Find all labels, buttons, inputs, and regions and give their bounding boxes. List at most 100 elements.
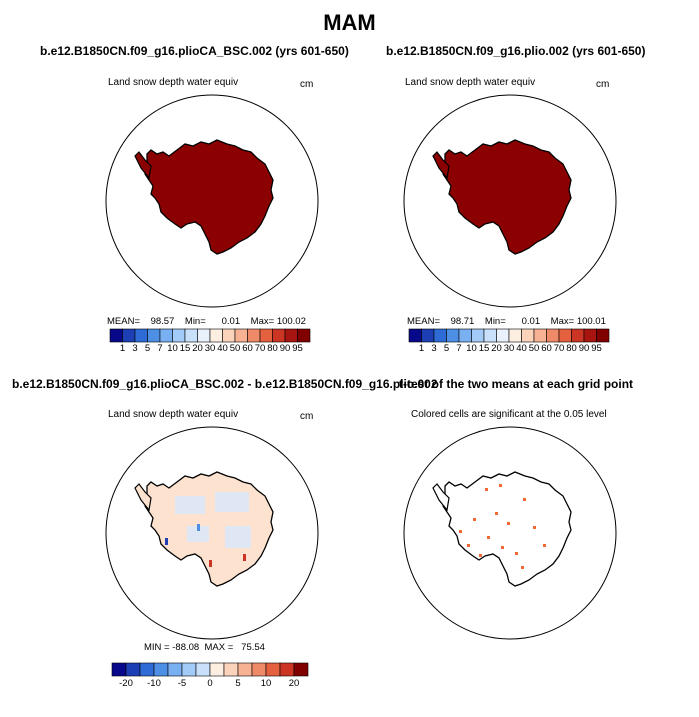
colorbar-swatch [153, 662, 169, 677]
colorbar-tick-label: 40 [217, 343, 228, 354]
figure-title: MAM [323, 10, 376, 35]
max-value: 100.02 [276, 316, 306, 327]
mean-value: 98.57 [150, 316, 175, 327]
colorbar-swatch [533, 328, 547, 343]
colorbar-swatch [446, 328, 460, 343]
colorbar-tick-label: 5 [443, 343, 450, 354]
panel-1-subtitle: Land snow depth water equiv [108, 77, 239, 88]
colorbar-tick-label: -5 [177, 678, 187, 689]
colorbar-swatch [546, 328, 560, 343]
panel-3-units: cm [300, 411, 314, 422]
colorbar-tick-label: 70 [254, 343, 266, 354]
colorbar-tick-label: 7 [456, 343, 462, 354]
colorbar-tick-label: 60 [541, 343, 552, 354]
significant-cell [473, 518, 476, 521]
colorbar-tick-label: -20 [119, 678, 133, 689]
colorbar-tick-label: 80 [566, 343, 577, 354]
colorbar-tick-label: 95 [591, 343, 602, 354]
panel-2-title: b.e12.B1850CN.f09_g16.plio.002 (yrs 601-… [386, 44, 646, 58]
negative-diff-region [215, 492, 249, 512]
colorbar-swatch [265, 662, 281, 677]
colorbar-swatch [109, 328, 123, 343]
colorbar-tick-label: 1 [119, 343, 126, 354]
colorbar-swatch [111, 662, 127, 677]
colorbar-tick-label: 20 [192, 343, 203, 354]
significant-cell [495, 512, 498, 515]
colorbar-tick-label: 50 [528, 343, 540, 354]
colorbar-swatch [458, 328, 472, 343]
colorbar-swatch [571, 328, 585, 343]
panel-2-units: cm [596, 79, 610, 90]
antarctica-landmass [432, 471, 572, 587]
colorbar-tick-label: 30 [204, 343, 216, 354]
min-label: Min= [484, 316, 506, 327]
colorbar-tick-label: 30 [503, 343, 515, 354]
significant-cell [507, 522, 510, 525]
peninsula-shape [134, 151, 152, 180]
colorbar-tick-label: -10 [147, 678, 161, 689]
anomaly-cell [209, 560, 212, 567]
colorbar-tick-label: 70 [553, 343, 565, 354]
panel-2-colorbar-ticks: 1 3 5 7 10 15 20 30 40 50 60 70 80 90 95 [409, 343, 609, 357]
min-value: 0.01 [521, 316, 541, 327]
colorbar-swatch [139, 662, 155, 677]
colorbar-swatch [125, 662, 141, 677]
panel-3-stats: MIN = -88.08 MAX = 75.54 [144, 642, 265, 653]
colorbar-swatch [558, 328, 572, 343]
colorbar-tick-label: 40 [516, 343, 527, 354]
anomaly-cell [197, 524, 200, 531]
antarctica-landmass [432, 139, 572, 255]
colorbar-tick-label: 50 [229, 343, 241, 354]
panel-2-stats: MEAN= 98.71 Min= 0.01 Max= 100.01 [407, 316, 606, 327]
colorbar-swatch [209, 328, 223, 343]
colorbar-swatch [184, 328, 198, 343]
panel-1-stats: MEAN= 98.57 Min= 0.01 Max= 100.02 [107, 316, 306, 327]
colorbar-swatch [222, 328, 236, 343]
colorbar-swatch [583, 328, 597, 343]
max-value: 100.01 [576, 316, 606, 327]
colorbar-tick-label: 90 [578, 343, 590, 354]
colorbar-tick-label: 0 [207, 678, 213, 689]
colorbar-tick-label: 80 [267, 343, 278, 354]
negative-diff-region [175, 496, 205, 514]
colorbar-swatch [223, 662, 239, 677]
colorbar-swatch [209, 662, 225, 677]
max-label: MAX = [204, 642, 234, 653]
colorbar-swatch [122, 328, 136, 343]
colorbar-swatch [172, 328, 186, 343]
peninsula-shape [432, 483, 450, 512]
significant-cell [459, 530, 462, 533]
significant-cell [479, 554, 482, 557]
colorbar-tick-label: 20 [288, 678, 300, 689]
peninsula-shape [432, 151, 450, 180]
colorbar-tick-label: 3 [431, 343, 437, 354]
colorbar-swatch [297, 328, 311, 343]
significant-cell [499, 484, 502, 487]
colorbar-tick-label: 3 [132, 343, 138, 354]
panel-3-map [105, 426, 319, 640]
colorbar-swatch [247, 328, 261, 343]
panel-1-colorbar [109, 328, 311, 343]
colorbar-tick-label: 15 [179, 343, 191, 354]
min-value: 0.01 [221, 316, 241, 327]
anomaly-cell [165, 538, 168, 545]
continent-shape [144, 139, 274, 255]
colorbar-swatch [496, 328, 510, 343]
peninsula-shape [134, 483, 152, 512]
panel-1-colorbar-ticks: 1 3 5 7 10 15 20 30 40 50 60 70 80 90 95 [110, 343, 310, 357]
colorbar-tick-label: 15 [478, 343, 490, 354]
anomaly-cell [243, 554, 246, 561]
min-label: MIN = [144, 642, 170, 653]
colorbar-swatch [596, 328, 610, 343]
max-label: Max= [550, 316, 575, 327]
panel-3-colorbar [111, 662, 309, 677]
mean-value: 98.71 [450, 316, 475, 327]
colorbar-swatch [284, 328, 298, 343]
colorbar-tick-label: 10 [260, 678, 272, 689]
significant-cell [485, 488, 488, 491]
significant-cell [467, 544, 470, 547]
panel-2-map [403, 94, 617, 308]
negative-diff-region [225, 526, 251, 548]
continent-shape [442, 471, 572, 587]
max-value: 75.54 [241, 642, 265, 653]
